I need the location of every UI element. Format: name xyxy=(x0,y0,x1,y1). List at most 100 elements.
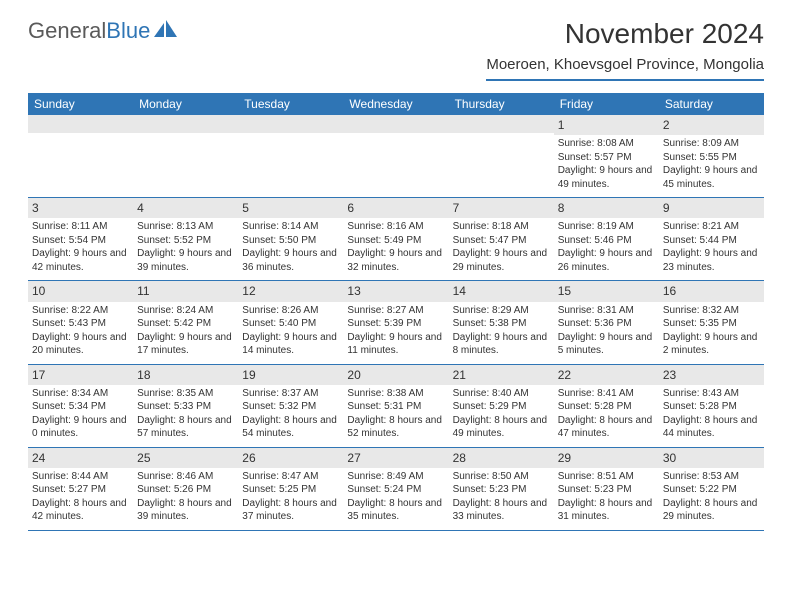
day-cell xyxy=(449,115,554,197)
sunset-text: Sunset: 5:54 PM xyxy=(32,234,129,248)
day-cell: 25Sunrise: 8:46 AMSunset: 5:26 PMDayligh… xyxy=(133,448,238,530)
day-cell: 6Sunrise: 8:16 AMSunset: 5:49 PMDaylight… xyxy=(343,198,448,280)
day-number: 30 xyxy=(659,448,764,468)
day-body: Sunrise: 8:29 AMSunset: 5:38 PMDaylight:… xyxy=(449,302,554,364)
day-number: 18 xyxy=(133,365,238,385)
sunrise-text: Sunrise: 8:08 AM xyxy=(558,137,655,151)
day-number: 4 xyxy=(133,198,238,218)
weekday-label: Sunday xyxy=(28,93,133,115)
day-number xyxy=(133,115,238,133)
daylight-text: Daylight: 8 hours and 33 minutes. xyxy=(453,497,550,524)
day-cell: 23Sunrise: 8:43 AMSunset: 5:28 PMDayligh… xyxy=(659,365,764,447)
sunset-text: Sunset: 5:28 PM xyxy=(663,400,760,414)
sunset-text: Sunset: 5:26 PM xyxy=(137,483,234,497)
daylight-text: Daylight: 8 hours and 31 minutes. xyxy=(558,497,655,524)
day-number: 22 xyxy=(554,365,659,385)
sunrise-text: Sunrise: 8:21 AM xyxy=(663,220,760,234)
daylight-text: Daylight: 9 hours and 20 minutes. xyxy=(32,331,129,358)
day-cell: 17Sunrise: 8:34 AMSunset: 5:34 PMDayligh… xyxy=(28,365,133,447)
day-cell xyxy=(343,115,448,197)
sunrise-text: Sunrise: 8:13 AM xyxy=(137,220,234,234)
sunset-text: Sunset: 5:22 PM xyxy=(663,483,760,497)
day-number: 25 xyxy=(133,448,238,468)
sunset-text: Sunset: 5:25 PM xyxy=(242,483,339,497)
daylight-text: Daylight: 9 hours and 11 minutes. xyxy=(347,331,444,358)
day-cell: 16Sunrise: 8:32 AMSunset: 5:35 PMDayligh… xyxy=(659,281,764,363)
day-cell: 8Sunrise: 8:19 AMSunset: 5:46 PMDaylight… xyxy=(554,198,659,280)
sunrise-text: Sunrise: 8:38 AM xyxy=(347,387,444,401)
day-number: 17 xyxy=(28,365,133,385)
sunrise-text: Sunrise: 8:22 AM xyxy=(32,304,129,318)
sunrise-text: Sunrise: 8:41 AM xyxy=(558,387,655,401)
day-cell: 30Sunrise: 8:53 AMSunset: 5:22 PMDayligh… xyxy=(659,448,764,530)
sunset-text: Sunset: 5:32 PM xyxy=(242,400,339,414)
day-body: Sunrise: 8:26 AMSunset: 5:40 PMDaylight:… xyxy=(238,302,343,364)
sunrise-text: Sunrise: 8:19 AM xyxy=(558,220,655,234)
calendar: Sunday Monday Tuesday Wednesday Thursday… xyxy=(28,93,764,531)
day-number: 16 xyxy=(659,281,764,301)
day-body: Sunrise: 8:46 AMSunset: 5:26 PMDaylight:… xyxy=(133,468,238,530)
sunset-text: Sunset: 5:52 PM xyxy=(137,234,234,248)
weekday-label: Tuesday xyxy=(238,93,343,115)
day-number xyxy=(449,115,554,133)
day-number: 23 xyxy=(659,365,764,385)
daylight-text: Daylight: 8 hours and 44 minutes. xyxy=(663,414,760,441)
sunset-text: Sunset: 5:27 PM xyxy=(32,483,129,497)
day-cell: 2Sunrise: 8:09 AMSunset: 5:55 PMDaylight… xyxy=(659,115,764,197)
sunset-text: Sunset: 5:28 PM xyxy=(558,400,655,414)
day-cell xyxy=(133,115,238,197)
day-number: 28 xyxy=(449,448,554,468)
day-cell xyxy=(238,115,343,197)
sunrise-text: Sunrise: 8:09 AM xyxy=(663,137,760,151)
sunset-text: Sunset: 5:40 PM xyxy=(242,317,339,331)
daylight-text: Daylight: 9 hours and 36 minutes. xyxy=(242,247,339,274)
sunrise-text: Sunrise: 8:29 AM xyxy=(453,304,550,318)
header: GeneralBlue November 2024 Moeroen, Khoev… xyxy=(0,0,792,85)
day-cell: 15Sunrise: 8:31 AMSunset: 5:36 PMDayligh… xyxy=(554,281,659,363)
sunrise-text: Sunrise: 8:46 AM xyxy=(137,470,234,484)
day-body: Sunrise: 8:18 AMSunset: 5:47 PMDaylight:… xyxy=(449,218,554,280)
daylight-text: Daylight: 9 hours and 26 minutes. xyxy=(558,247,655,274)
location-label: Moeroen, Khoevsgoel Province, Mongolia xyxy=(486,56,764,81)
day-body xyxy=(28,133,133,193)
day-cell: 14Sunrise: 8:29 AMSunset: 5:38 PMDayligh… xyxy=(449,281,554,363)
day-number: 6 xyxy=(343,198,448,218)
day-body: Sunrise: 8:27 AMSunset: 5:39 PMDaylight:… xyxy=(343,302,448,364)
day-number: 21 xyxy=(449,365,554,385)
day-number: 19 xyxy=(238,365,343,385)
sunrise-text: Sunrise: 8:14 AM xyxy=(242,220,339,234)
day-body: Sunrise: 8:32 AMSunset: 5:35 PMDaylight:… xyxy=(659,302,764,364)
daylight-text: Daylight: 9 hours and 2 minutes. xyxy=(663,331,760,358)
weekday-label: Monday xyxy=(133,93,238,115)
daylight-text: Daylight: 8 hours and 49 minutes. xyxy=(453,414,550,441)
sunset-text: Sunset: 5:46 PM xyxy=(558,234,655,248)
daylight-text: Daylight: 9 hours and 49 minutes. xyxy=(558,164,655,191)
day-cell: 21Sunrise: 8:40 AMSunset: 5:29 PMDayligh… xyxy=(449,365,554,447)
weeks-container: 1Sunrise: 8:08 AMSunset: 5:57 PMDaylight… xyxy=(28,115,764,531)
day-cell: 3Sunrise: 8:11 AMSunset: 5:54 PMDaylight… xyxy=(28,198,133,280)
day-body: Sunrise: 8:21 AMSunset: 5:44 PMDaylight:… xyxy=(659,218,764,280)
daylight-text: Daylight: 9 hours and 5 minutes. xyxy=(558,331,655,358)
daylight-text: Daylight: 9 hours and 8 minutes. xyxy=(453,331,550,358)
weekday-label: Thursday xyxy=(449,93,554,115)
day-body xyxy=(449,133,554,193)
sunrise-text: Sunrise: 8:49 AM xyxy=(347,470,444,484)
sunrise-text: Sunrise: 8:16 AM xyxy=(347,220,444,234)
logo-text-general: General xyxy=(28,18,106,44)
day-body: Sunrise: 8:34 AMSunset: 5:34 PMDaylight:… xyxy=(28,385,133,447)
daylight-text: Daylight: 8 hours and 29 minutes. xyxy=(663,497,760,524)
daylight-text: Daylight: 8 hours and 52 minutes. xyxy=(347,414,444,441)
day-body: Sunrise: 8:08 AMSunset: 5:57 PMDaylight:… xyxy=(554,135,659,197)
sunrise-text: Sunrise: 8:37 AM xyxy=(242,387,339,401)
day-body: Sunrise: 8:24 AMSunset: 5:42 PMDaylight:… xyxy=(133,302,238,364)
week-row: 3Sunrise: 8:11 AMSunset: 5:54 PMDaylight… xyxy=(28,198,764,281)
sunset-text: Sunset: 5:31 PM xyxy=(347,400,444,414)
day-number: 10 xyxy=(28,281,133,301)
logo-text-blue: Blue xyxy=(106,18,150,44)
day-body: Sunrise: 8:35 AMSunset: 5:33 PMDaylight:… xyxy=(133,385,238,447)
day-number: 26 xyxy=(238,448,343,468)
week-row: 24Sunrise: 8:44 AMSunset: 5:27 PMDayligh… xyxy=(28,448,764,531)
sunset-text: Sunset: 5:43 PM xyxy=(32,317,129,331)
sunrise-text: Sunrise: 8:11 AM xyxy=(32,220,129,234)
weekday-label: Wednesday xyxy=(343,93,448,115)
